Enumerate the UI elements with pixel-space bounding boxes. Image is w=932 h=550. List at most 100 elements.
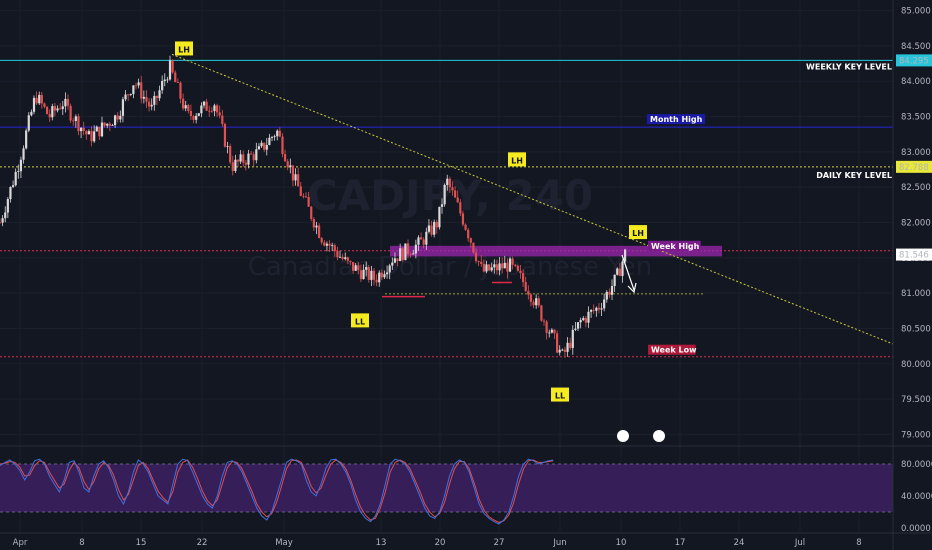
candle-body: [320, 237, 323, 243]
candle-body: [45, 106, 49, 115]
x-tick-label: 8: [79, 538, 84, 548]
candle-body: [218, 112, 221, 116]
candle-body: [603, 299, 606, 309]
candle-body: [74, 116, 77, 121]
candle-body: [11, 185, 15, 187]
candle-body: [299, 186, 302, 196]
x-tick-label: Jul: [794, 538, 805, 548]
candle-body: [93, 131, 96, 142]
week-high-label-bg: [648, 240, 701, 251]
candle-body: [477, 261, 480, 262]
candle-body: [433, 221, 436, 235]
candle-body: [103, 122, 106, 126]
candle-body: [268, 137, 271, 145]
candle-body: [503, 262, 506, 269]
candle-body: [574, 328, 577, 330]
candle-body: [9, 186, 12, 200]
candle-body: [124, 94, 127, 100]
arrow-down: [621, 254, 637, 294]
candle-body: [472, 242, 475, 253]
candle-body: [404, 243, 407, 261]
candle-body: [563, 349, 567, 352]
y-tick-label: 82.500: [901, 183, 931, 193]
candle-body: [548, 332, 551, 334]
y-tick-label: 82.000: [901, 219, 931, 229]
candle-body: [584, 318, 587, 323]
candle-body: [270, 136, 274, 138]
candle-body: [202, 101, 206, 106]
candle-body: [161, 81, 164, 91]
candle-body: [540, 305, 543, 321]
candle-body: [210, 110, 213, 112]
candle-body: [419, 237, 423, 240]
y-tick-label: 84.500: [901, 42, 931, 52]
candle-body: [6, 199, 9, 213]
candle-body: [532, 301, 535, 306]
candle-body: [349, 260, 352, 263]
x-tick-label: Jun: [552, 538, 566, 548]
osc-y-tick: 80.0000: [901, 460, 932, 470]
candle-body: [291, 165, 295, 181]
candle-body: [66, 98, 70, 106]
marker-lh-2: LH: [511, 156, 523, 165]
candle-body: [521, 273, 525, 283]
candle-body: [331, 245, 334, 247]
candle-body: [181, 98, 185, 109]
candle-body: [231, 162, 234, 171]
candle-body: [338, 256, 342, 258]
week-low-label-bg: [648, 344, 696, 355]
candle-body: [550, 329, 553, 333]
candle-body: [558, 349, 561, 353]
candle-body: [147, 101, 151, 107]
y-tick-label: 81.000: [901, 289, 931, 299]
candle-body: [87, 131, 91, 135]
daily-key-level-label: DAILY KEY LEVEL: [816, 171, 892, 180]
candle-body: [576, 322, 580, 329]
candle-body: [569, 342, 572, 348]
event-icon-2: [653, 430, 665, 442]
candle-body: [527, 290, 530, 295]
candle-body: [501, 263, 504, 269]
candle-body: [616, 268, 619, 275]
y-tick-label: 83.500: [901, 113, 931, 123]
y-tick-label: 80.000: [901, 360, 931, 370]
candle-body: [391, 262, 394, 266]
candle-body: [461, 213, 465, 225]
marker-lh-1: LH: [178, 45, 190, 54]
y-tick-label: 79.000: [901, 430, 931, 440]
osc-k-line: [0, 458, 554, 525]
candle-body: [189, 111, 193, 117]
candle-body: [396, 258, 399, 262]
osc-y-tick: 0.0000: [901, 524, 931, 534]
candle-body: [561, 349, 564, 351]
candle-body: [239, 154, 242, 162]
candle-body: [372, 270, 376, 280]
candle-body: [166, 79, 169, 81]
candle-body: [485, 264, 488, 272]
candle-body: [273, 136, 276, 138]
candle-body: [171, 60, 174, 73]
candle-body: [579, 320, 582, 323]
candle-body: [263, 142, 266, 150]
candle-body: [197, 113, 200, 116]
candle-body: [30, 111, 33, 116]
candle-body: [417, 237, 420, 245]
candle-body: [90, 131, 93, 142]
candle-body: [312, 218, 315, 228]
price-label-bg: [896, 160, 932, 173]
marker-lh-3-bg: [629, 225, 647, 240]
candle-body: [409, 254, 412, 255]
marker-ll-1-bg: [351, 313, 369, 328]
x-tick-label: 24: [734, 538, 745, 548]
candle-body: [618, 268, 621, 277]
candle-body: [255, 149, 258, 161]
y-tick-label: 80.500: [901, 324, 931, 334]
candle-body: [467, 229, 470, 239]
candle-body: [106, 123, 109, 126]
candle-body: [427, 225, 431, 232]
candle-body: [252, 154, 255, 161]
candle-body: [367, 267, 370, 280]
candle-body: [422, 239, 425, 245]
